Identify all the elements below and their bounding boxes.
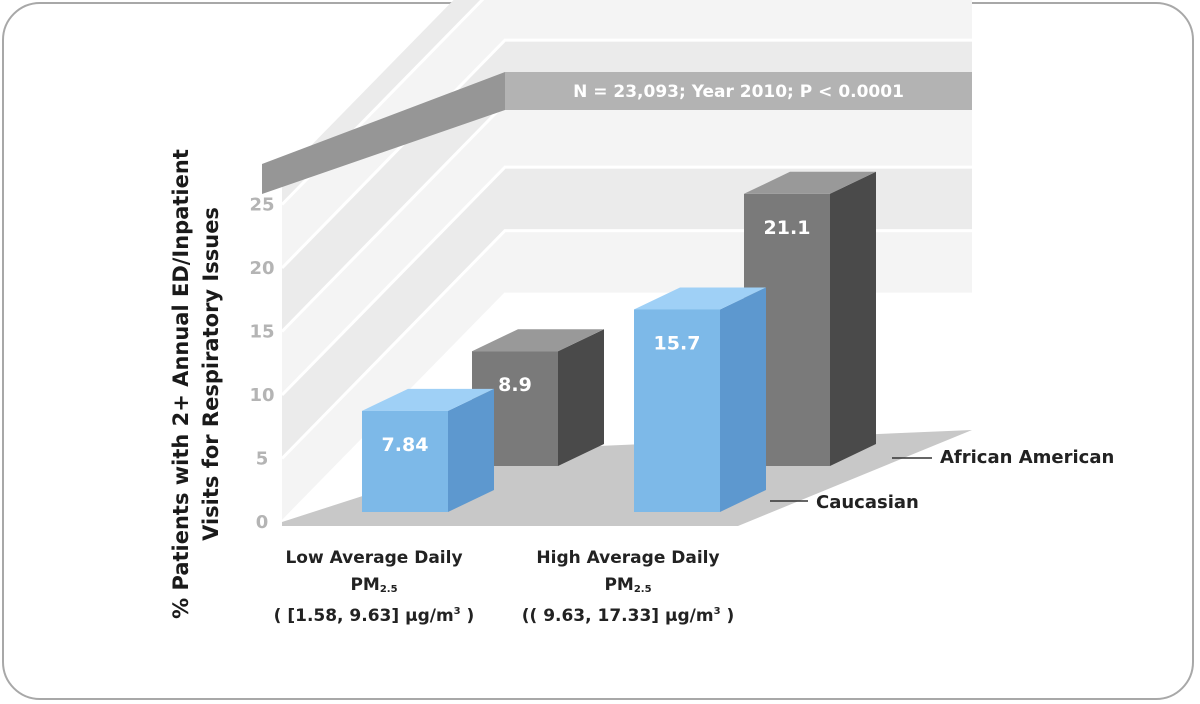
back-wall-band <box>505 167 972 231</box>
bar-value-label: 15.7 <box>654 332 701 354</box>
gridline <box>280 165 972 397</box>
back-wall-band <box>505 230 972 295</box>
banner-front <box>505 72 972 110</box>
bar-top <box>362 388 494 411</box>
back-wall-band <box>505 103 972 168</box>
legend: African American Caucasian <box>770 447 1114 513</box>
bar-side <box>830 171 876 466</box>
side-wall-band <box>282 230 505 522</box>
bar-front <box>362 410 448 512</box>
bar-side <box>448 388 494 512</box>
side-wall-band <box>282 103 505 395</box>
y-tick-labels: 0 5 10 15 20 25 <box>249 195 274 534</box>
bar-top <box>634 287 766 310</box>
y-tick-20: 20 <box>249 258 274 279</box>
legend-caucasian: Caucasian <box>816 492 919 513</box>
annotation-banner: N = 23,093; Year 2010; P < 0.0001 <box>262 72 972 194</box>
bar-caucasian-1: 15.7 <box>634 287 766 512</box>
bar-value-label: 7.84 <box>382 434 429 456</box>
annotation-text: N = 23,093; Year 2010; P < 0.0001 <box>573 82 904 102</box>
y-tick-25: 25 <box>249 195 274 216</box>
category-high-line1: High Average Daily <box>536 548 719 568</box>
category-low-line1: Low Average Daily <box>285 548 462 568</box>
side-wall-band <box>282 167 505 459</box>
bar-side <box>558 329 604 466</box>
bar-front <box>634 309 720 512</box>
bar-caucasian-0: 7.84 <box>362 388 494 512</box>
bar-value-label: 8.9 <box>498 374 532 396</box>
category-label-low: Low Average Daily PM2.5 ( [1.58, 9.63] μ… <box>274 548 475 626</box>
legend-african-american: African American <box>940 447 1114 468</box>
y-axis-label-line2: Visits for Respiratory Issues <box>199 207 223 541</box>
bar-value-label: 21.1 <box>764 217 811 239</box>
back-wall-band <box>505 0 972 41</box>
y-tick-10: 10 <box>249 385 274 406</box>
category-low-line3: ( [1.58, 9.63] μg/m3 ) <box>274 606 475 626</box>
category-low-line2: PM2.5 <box>350 575 397 595</box>
bar-top <box>744 171 876 194</box>
category-high-line3: (( 9.63, 17.33] μg/m3 ) <box>522 606 735 626</box>
category-label-high: High Average Daily PM2.5 (( 9.63, 17.33]… <box>522 548 735 626</box>
y-tick-15: 15 <box>249 322 274 343</box>
bar-side <box>720 287 766 512</box>
y-axis-label-line1: % Patients with 2+ Annual ED/Inpatient <box>169 149 193 619</box>
y-tick-0: 0 <box>256 512 269 533</box>
bars: 8.9 21.1 7.84 15.7 <box>362 171 876 512</box>
gridline <box>280 38 972 270</box>
y-tick-5: 5 <box>256 449 269 470</box>
category-high-line2: PM2.5 <box>604 575 651 595</box>
banner-side <box>262 72 505 194</box>
bar-top <box>472 329 604 352</box>
